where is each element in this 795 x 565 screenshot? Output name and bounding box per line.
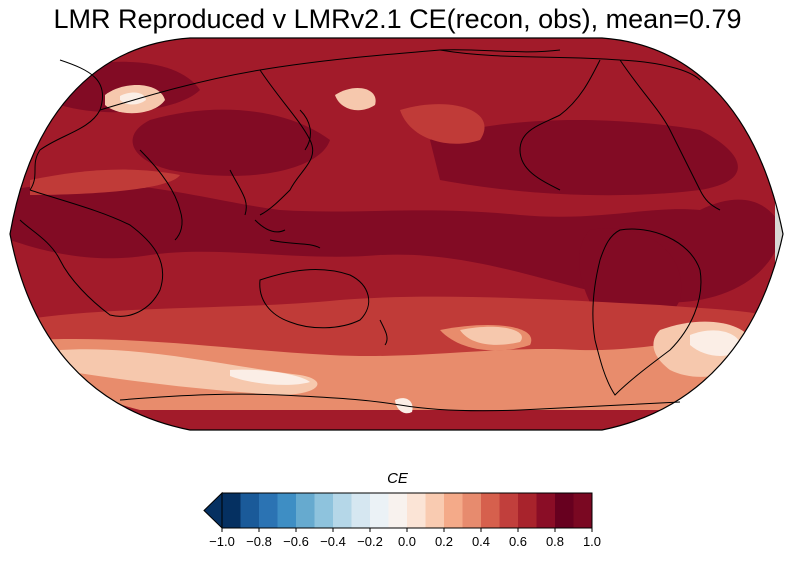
coast-south-america xyxy=(592,228,702,396)
colorbar-swatch xyxy=(388,493,408,528)
colorbar-label: CE xyxy=(387,470,408,487)
coast-seasia xyxy=(229,169,321,249)
colorbar-extend-min xyxy=(203,491,223,530)
colorbar-tick-label: 0.6 xyxy=(509,534,527,549)
coast-north-america xyxy=(439,49,721,211)
ce-region-high-asia xyxy=(132,109,330,176)
ce-patch-pale-southern-ocean xyxy=(60,349,318,395)
colorbar-swatch xyxy=(351,493,371,528)
colorbar-swatch xyxy=(462,493,482,528)
coast-antarctica xyxy=(119,393,681,412)
colorbar-swatch xyxy=(425,493,445,528)
ce-patch-medium-pacific xyxy=(400,104,485,144)
colorbar-swatches xyxy=(203,491,593,530)
globe-outline xyxy=(9,37,784,431)
colorbar-swatch xyxy=(518,493,537,528)
colorbar-swatch xyxy=(333,493,352,528)
ce-patch-white-southern-ocean xyxy=(230,369,310,385)
ce-band-medium-north xyxy=(30,169,180,195)
colorbar-swatch xyxy=(222,493,241,528)
colorbar-swatch xyxy=(536,493,556,528)
colorbar-swatch xyxy=(296,493,315,528)
coast-africa xyxy=(19,189,164,317)
colorbar-tick-label: 0.8 xyxy=(546,534,564,549)
map-title: LMR Reproduced v LMRv2.1 CE(recon, obs),… xyxy=(53,4,742,34)
colorbar-swatch xyxy=(573,493,593,528)
colorbar-swatch xyxy=(444,493,463,528)
colorbar-swatch xyxy=(481,493,500,528)
colorbar-tick-label: −1.0 xyxy=(209,534,235,549)
colorbar-tick-label: 0.4 xyxy=(472,534,490,549)
colorbar-tick-label: −0.8 xyxy=(246,534,272,549)
coastlines xyxy=(19,49,721,412)
colorbar-swatch xyxy=(277,493,297,528)
colorbar-tick-label: −0.6 xyxy=(283,534,309,549)
coast-new-zealand xyxy=(379,319,388,346)
colorbar-tick-label: 0.2 xyxy=(435,534,453,549)
ce-patch-white-south-atlantic xyxy=(690,330,742,356)
colorbar-swatch xyxy=(499,493,519,528)
colorbar-swatch xyxy=(370,493,389,528)
colorbar-tick-label: 0.0 xyxy=(398,534,416,549)
colorbar-ticks: −1.0 −0.8 −0.6 −0.4 −0.2 0.0 0.2 0.4 0.6 0.8 1.0 xyxy=(209,528,601,549)
ce-patch-pale-siberia xyxy=(335,87,376,111)
coast-india xyxy=(139,149,183,241)
coast-australia xyxy=(259,269,370,329)
ce-field xyxy=(10,38,783,430)
colorbar-swatch xyxy=(407,493,426,528)
colorbar-swatch xyxy=(555,493,574,528)
coast-japan xyxy=(299,109,311,151)
ce-patch-white-europe xyxy=(120,92,146,105)
colorbar-swatch xyxy=(314,493,334,528)
ce-region-high-pacific xyxy=(430,120,738,196)
colorbar-tick-label: 1.0 xyxy=(583,534,601,549)
coast-eurasia xyxy=(29,49,561,216)
colorbar-tick-label: −0.2 xyxy=(357,534,383,549)
colorbar-tick-label: −0.4 xyxy=(320,534,346,549)
colorbar-swatch xyxy=(259,493,278,528)
ce-map xyxy=(9,37,784,431)
colorbar-swatch xyxy=(240,493,260,528)
ce-patch-pale-south-pacific xyxy=(460,326,522,345)
